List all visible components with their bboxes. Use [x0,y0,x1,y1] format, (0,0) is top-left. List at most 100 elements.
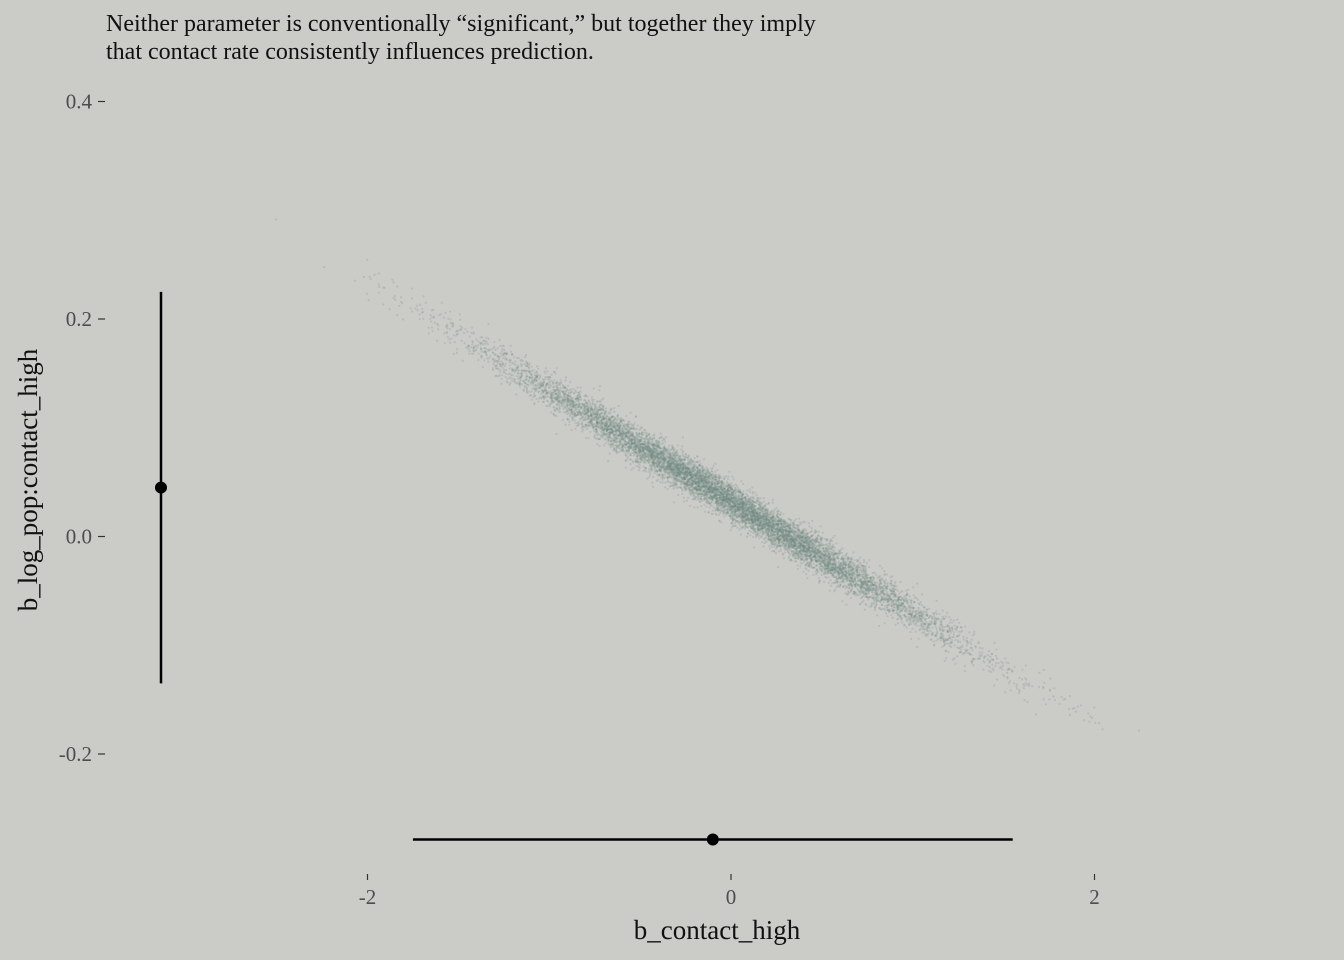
scatter-point [610,431,613,434]
scatter-point [916,645,919,649]
scatter-point [684,483,687,486]
scatter-point [644,445,647,448]
scatter-point [685,475,688,478]
scatter-point [987,650,991,653]
scatter-point [831,567,834,570]
scatter-point [788,526,791,529]
scatter-point [932,613,935,616]
scatter-point [804,550,807,553]
scatter-point [571,400,574,403]
scatter-point [632,466,635,469]
scatter-point [936,638,939,641]
scatter-point [989,655,992,658]
scatter-point [418,318,421,321]
scatter-point [994,665,997,668]
scatter-point [533,402,536,405]
scatter-point [702,494,705,497]
scatter-point [522,379,525,383]
scatter-point [652,444,655,447]
scatter-point [628,439,631,442]
scatter-point [714,509,717,512]
scatter-point [511,369,514,372]
scatter-point [980,653,983,657]
scatter-point [802,546,806,549]
scatter-point [446,327,449,330]
scatter-point [676,471,680,474]
scatter-point [931,632,935,635]
scatter-point [522,370,525,373]
scatter-point [965,644,968,647]
scatter-point [895,599,898,602]
scatter-point [745,518,748,521]
scatter-point [638,432,641,435]
scatter-point [557,410,561,413]
scatter-point [813,551,816,554]
scatter-point [807,569,810,573]
scatter-point [679,480,683,483]
scatter-point [675,453,678,456]
scatter-point [736,502,739,505]
scatter-point [703,479,707,482]
scatter-point [678,467,681,470]
scatter-point [873,599,876,602]
scatter-point [516,377,520,380]
scatter-point [762,516,765,519]
scatter-point [622,449,625,452]
scatter-point [517,368,520,372]
scatter-point [664,469,667,472]
scatter-point [661,458,665,462]
scatter-point [564,407,568,410]
scatter-point [525,378,528,381]
scatter-point [828,552,832,555]
scatter-point [530,370,534,373]
scatter-point [799,538,803,541]
scatter-point [750,526,753,529]
scatter-point [585,436,588,439]
scatter-point [826,550,829,553]
scatter-point [746,508,749,511]
scatter-point [726,508,729,511]
scatter-point [650,458,654,461]
scatter-point [604,427,607,430]
scatter-point [518,382,521,385]
scatter-point [682,496,685,499]
scatter-point [707,482,711,486]
scatter-point [741,502,744,505]
scatter-point [1044,703,1047,706]
scatter-point [699,487,703,490]
scatter-point [652,459,655,462]
scatter-point [656,451,659,455]
scatter-point [749,507,752,510]
scatter-point [645,445,648,448]
scatter-point [810,540,813,543]
scatter-point [793,526,796,529]
scatter-point [825,559,828,562]
scatter-point [492,362,495,365]
scatter-point [734,489,737,492]
scatter-point [770,540,773,543]
scatter-point [710,489,713,493]
scatter-point [813,552,817,555]
scatter-point [752,520,755,524]
scatter-point [771,517,774,520]
scatter-point [755,515,759,518]
scatter-point [677,471,680,474]
scatter-point [757,518,760,521]
scatter-point [502,368,505,371]
scatter-point [530,378,533,381]
scatter-point [474,349,477,352]
scatter-point [801,538,804,541]
scatter-point [720,491,723,494]
scatter-point [658,461,661,464]
scatter-point [948,615,951,618]
scatter-point [1015,683,1019,686]
scatter-point [713,483,717,487]
scatter-point [652,475,655,479]
scatter-point [396,314,399,317]
scatter-point [760,515,764,519]
scatter-point [683,472,686,476]
scatter-point [558,408,561,411]
scatter-point [631,442,634,446]
scatter-point [495,360,498,363]
scatter-point [743,520,746,523]
